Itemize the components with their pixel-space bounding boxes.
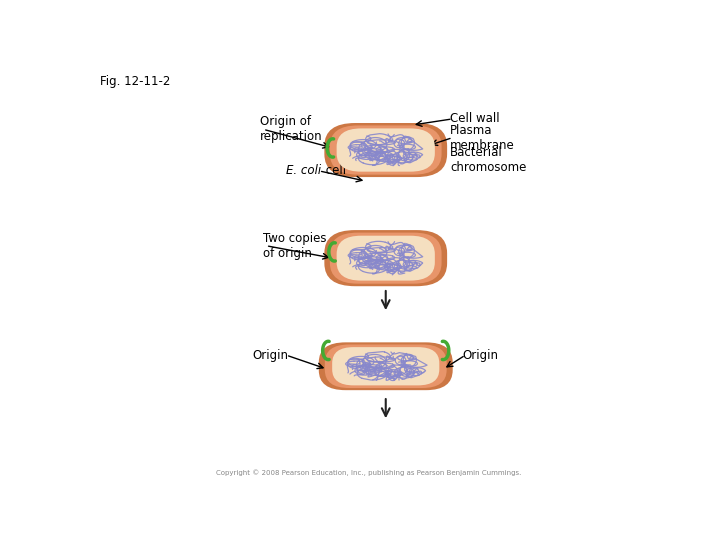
Text: Plasma
membrane: Plasma membrane bbox=[450, 124, 515, 152]
Text: Origin: Origin bbox=[463, 348, 499, 361]
Text: Bacterial
chromosome: Bacterial chromosome bbox=[450, 146, 526, 174]
Text: Fig. 12-11-2: Fig. 12-11-2 bbox=[100, 75, 171, 88]
FancyBboxPatch shape bbox=[325, 345, 446, 388]
Text: Copyright © 2008 Pearson Education, Inc., publishing as Pearson Benjamin Cumming: Copyright © 2008 Pearson Education, Inc.… bbox=[216, 469, 522, 476]
Text: Two copies
of origin: Two copies of origin bbox=[263, 232, 326, 260]
FancyBboxPatch shape bbox=[337, 129, 435, 172]
FancyBboxPatch shape bbox=[330, 233, 441, 284]
FancyBboxPatch shape bbox=[319, 342, 453, 390]
FancyBboxPatch shape bbox=[330, 125, 441, 174]
Text: Cell wall: Cell wall bbox=[450, 112, 500, 125]
FancyBboxPatch shape bbox=[332, 347, 439, 386]
FancyBboxPatch shape bbox=[324, 123, 447, 177]
Text: cell: cell bbox=[322, 164, 346, 177]
Text: Origin: Origin bbox=[253, 348, 289, 361]
Text: E. coli: E. coli bbox=[287, 164, 322, 177]
FancyBboxPatch shape bbox=[324, 230, 447, 286]
FancyBboxPatch shape bbox=[337, 235, 435, 281]
Text: Origin of
replication: Origin of replication bbox=[260, 115, 323, 143]
